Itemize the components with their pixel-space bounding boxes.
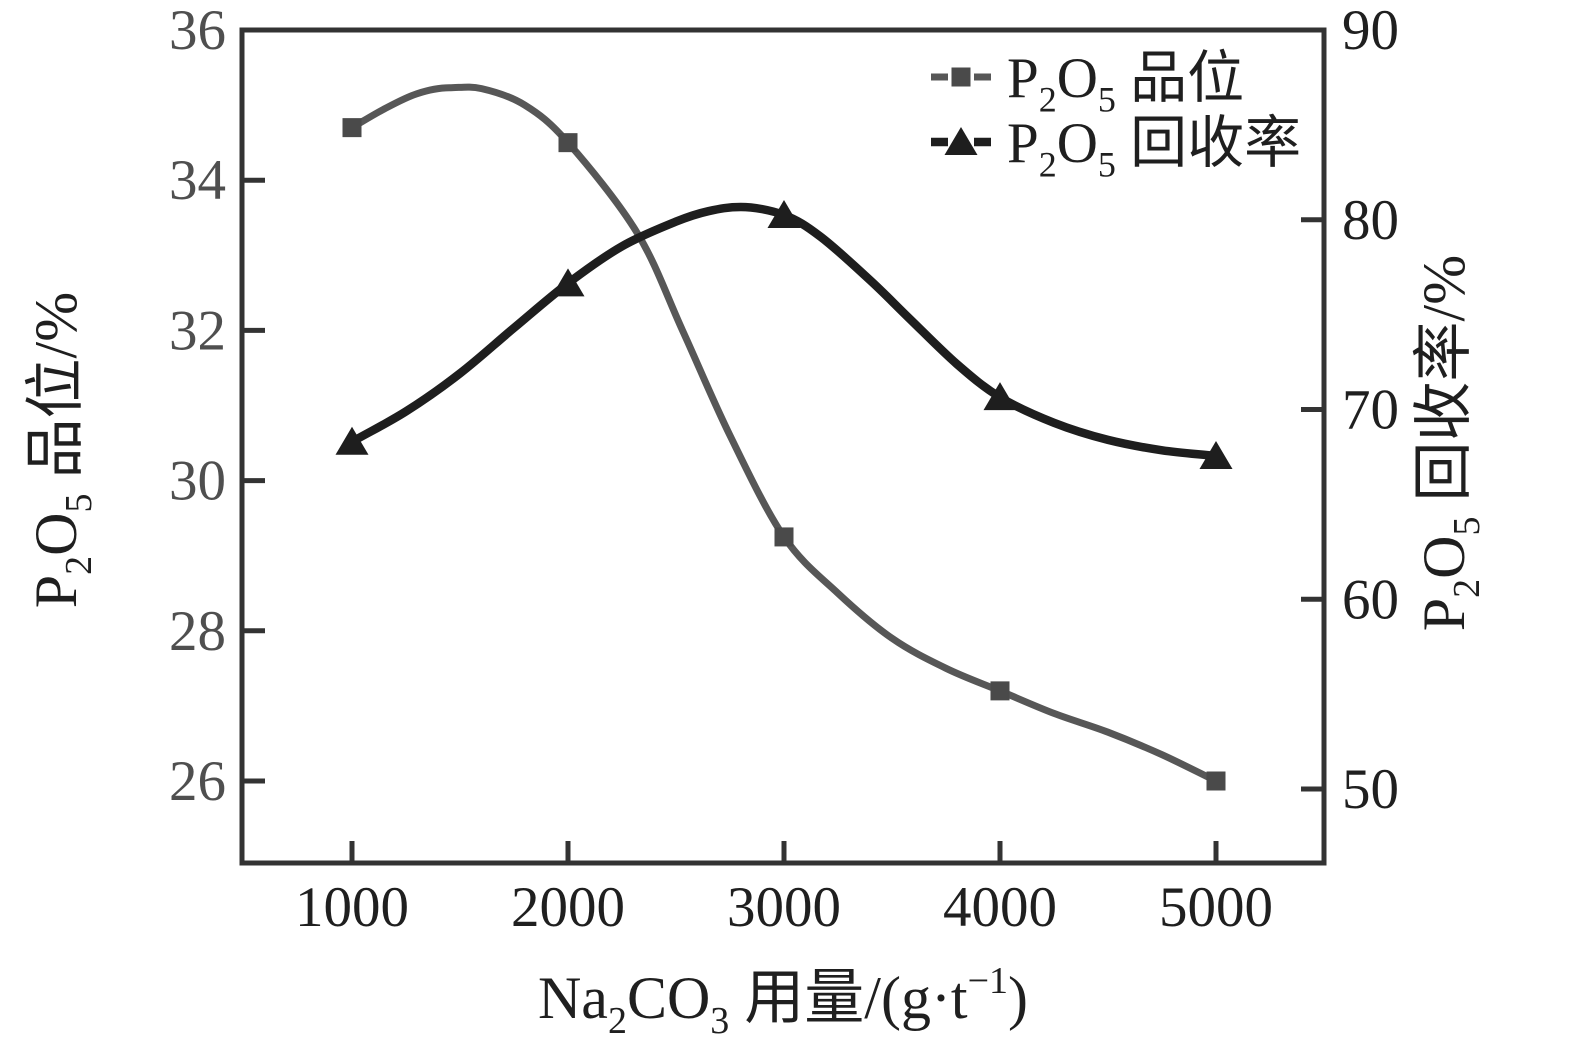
series-recovery-marker: [983, 382, 1017, 411]
x-axis-ticks: [349, 841, 1219, 861]
x-tick-label: 1000: [295, 876, 409, 939]
right-tick-label: 70: [1342, 379, 1399, 442]
left-tick-label: 32: [169, 299, 226, 362]
right-tick-label: 50: [1342, 758, 1399, 821]
right-axis-title: P2O5 回收率/%: [1411, 255, 1488, 631]
series-grade-marker: [774, 527, 794, 547]
series-grade-marker: [558, 133, 578, 153]
x-tick-label: 3000: [727, 876, 841, 939]
right-tick-label: 80: [1342, 189, 1399, 252]
series-grade-marker: [1206, 771, 1226, 791]
x-tick-label: 5000: [1159, 876, 1273, 939]
x-tick-label: 4000: [943, 876, 1057, 939]
series-grade: [342, 83, 1226, 791]
left-tick-label: 28: [169, 600, 226, 663]
left-axis-ticks: [244, 177, 265, 784]
legend-triangle-marker-icon: [944, 127, 978, 155]
left-tick-label: 30: [169, 450, 226, 513]
legend-label-recovery: P2O5 回收率: [1007, 112, 1301, 184]
series-grade-line: [348, 83, 1220, 785]
x-tick-label: 2000: [511, 876, 625, 939]
series-recovery-marker: [767, 200, 801, 229]
plot-frame: [239, 27, 1327, 866]
right-tick-label: 60: [1342, 568, 1399, 631]
series-recovery: [335, 200, 1233, 469]
left-tick-label: 34: [169, 149, 226, 212]
right-tick-label: 90: [1342, 0, 1399, 62]
left-tick-label: 36: [169, 0, 226, 62]
right-axis-ticks: [1301, 217, 1322, 792]
legend-label-grade: P2O5 品位: [1007, 47, 1244, 119]
left-tick-label: 26: [169, 750, 226, 813]
series-recovery-marker: [335, 426, 369, 455]
series-recovery-marker: [551, 268, 585, 297]
x-axis-title: Na2CO3 用量/(g·t−1): [538, 960, 1028, 1042]
series-recovery-marker: [1199, 440, 1233, 469]
series-grade-marker: [342, 118, 362, 138]
left-axis-title: P2O5 品位/%: [23, 292, 100, 608]
legend-square-marker-icon: [951, 67, 971, 87]
series-grade-marker: [990, 681, 1010, 701]
legend-entry-grade: P2O5 品位: [931, 47, 1244, 119]
legend-entry-recovery: P2O5 回收率: [931, 112, 1301, 184]
